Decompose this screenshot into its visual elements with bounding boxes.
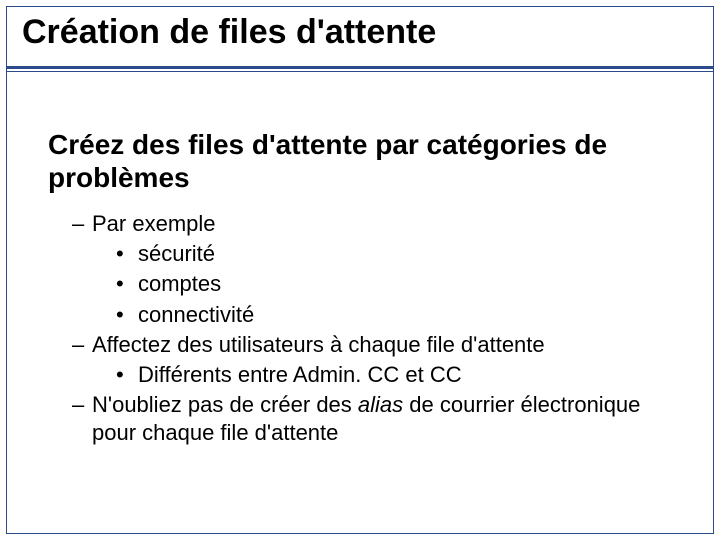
- list-item: •sécurité: [116, 240, 680, 268]
- bullet-icon: •: [116, 301, 138, 329]
- list-item-text-pre: N'oubliez pas de créer des: [92, 392, 358, 417]
- list-item-text-italic: alias: [358, 392, 403, 417]
- list-item-text: Affectez des utilisateurs à chaque file …: [92, 331, 680, 359]
- bullet-icon: •: [116, 270, 138, 298]
- dash-icon: –: [72, 391, 92, 419]
- list-item-text: comptes: [138, 270, 680, 298]
- bullet-icon: •: [116, 361, 138, 389]
- rule-thick: [7, 66, 713, 69]
- list-item-text: N'oubliez pas de créer des alias de cour…: [92, 391, 680, 447]
- list-item: –Affectez des utilisateurs à chaque file…: [72, 331, 680, 359]
- bullet-list: –Par exemple•sécurité•comptes•connectivi…: [48, 210, 680, 447]
- list-item-text: connectivité: [138, 301, 680, 329]
- list-item: •connectivité: [116, 301, 680, 329]
- bullet-icon: •: [116, 240, 138, 268]
- title-rule: [7, 66, 713, 72]
- title-area: Création de files d'attente: [22, 14, 698, 51]
- dash-icon: –: [72, 210, 92, 238]
- body-heading: Créez des files d'attente par catégories…: [48, 128, 680, 194]
- list-item-text: Différents entre Admin. CC et CC: [138, 361, 680, 389]
- body-area: Créez des files d'attente par catégories…: [48, 128, 680, 447]
- list-item: •Différents entre Admin. CC et CC: [116, 361, 680, 389]
- list-item: •comptes: [116, 270, 680, 298]
- slide: Création de files d'attente Créez des fi…: [0, 0, 720, 540]
- rule-thin: [7, 71, 713, 72]
- slide-title: Création de files d'attente: [22, 14, 698, 51]
- dash-icon: –: [72, 331, 92, 359]
- list-item: –N'oubliez pas de créer des alias de cou…: [72, 391, 680, 447]
- list-item-text: Par exemple: [92, 210, 680, 238]
- list-item-text: sécurité: [138, 240, 680, 268]
- list-item: –Par exemple: [72, 210, 680, 238]
